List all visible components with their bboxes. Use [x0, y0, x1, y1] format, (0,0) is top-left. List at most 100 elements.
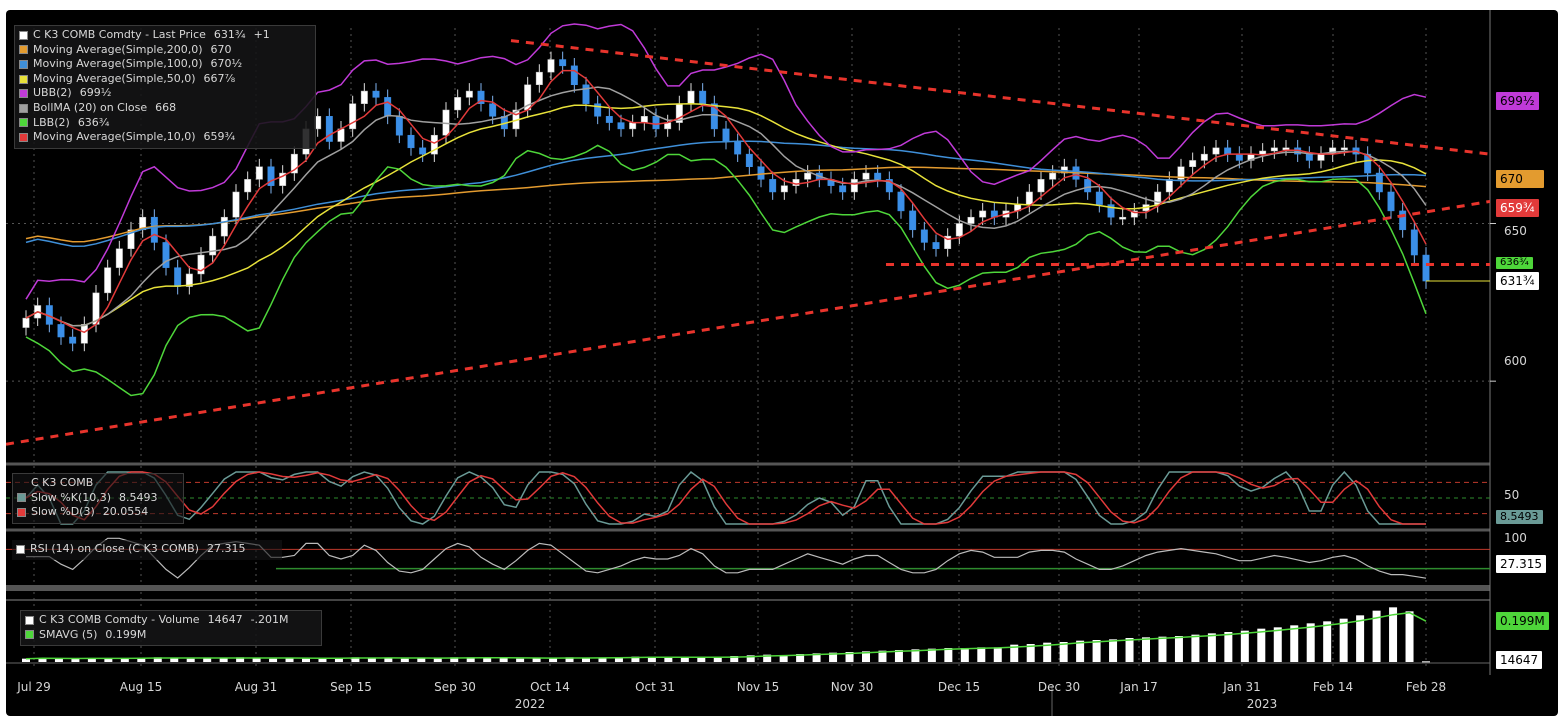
legend_main-row: C K3 COMB Comdty - Last Price 631¾ +1: [19, 28, 309, 43]
swatch: [25, 630, 34, 640]
volume-bar: [631, 656, 640, 662]
candle-body: [1340, 147, 1348, 151]
volume-bar: [1207, 633, 1216, 662]
candle-body: [757, 166, 765, 180]
legend_main-row: Moving Average(Simple,100,0) 670⅟₂: [19, 57, 309, 72]
candle-body: [349, 103, 357, 130]
candle-body: [745, 153, 753, 167]
volume-bar: [993, 647, 1002, 662]
candle-body: [1130, 210, 1138, 218]
candle-body: [255, 166, 263, 180]
candle-body: [932, 242, 940, 249]
candle-body: [1422, 254, 1430, 282]
candle-body: [127, 229, 135, 249]
candle-body: [267, 166, 275, 186]
date-label: Jan 17: [1120, 680, 1158, 694]
candle-body: [1095, 191, 1103, 205]
legend-label: LBB(2): [33, 115, 70, 129]
volume-bar: [153, 657, 162, 662]
price-axis-650: 650: [1504, 224, 1527, 238]
ma200-line: [25, 166, 1427, 243]
legend-value: 8.5493: [119, 490, 158, 504]
candle-body: [220, 216, 228, 237]
volume-bar: [713, 656, 722, 662]
candle-body: [780, 185, 788, 193]
candle-body: [1317, 153, 1325, 161]
date-label: Feb 14: [1312, 680, 1354, 694]
legend_main-row: Moving Average(Simple,10,0) 659¾: [19, 130, 309, 145]
volume-bar: [1224, 632, 1233, 662]
volume-bar: [351, 657, 360, 662]
volume-bar: [845, 652, 854, 662]
candle-body: [1084, 179, 1092, 193]
volume-bar: [1356, 615, 1365, 662]
volume-bar: [1010, 644, 1019, 662]
volume-bar: [1092, 640, 1101, 662]
volume-bar: [1026, 644, 1035, 662]
candle-body: [687, 90, 695, 104]
volume-bar: [680, 658, 689, 662]
date-label: Jan 31: [1223, 680, 1261, 694]
rsi-axis-100: 100: [1504, 531, 1527, 545]
volume-bar: [466, 657, 475, 662]
volume-bar: [614, 657, 623, 662]
candle-body: [710, 103, 718, 130]
tag-stoch: 8.5493: [1496, 510, 1543, 524]
volume-bar: [450, 657, 459, 662]
swatch: [19, 30, 28, 40]
legend_vol-row: SMAVG (5) 0.199M: [25, 628, 315, 643]
volume-bar: [549, 658, 558, 662]
candle-body: [104, 267, 112, 294]
candle-body: [209, 235, 217, 256]
candle-body: [559, 59, 567, 67]
candle-body: [640, 116, 648, 123]
tag-last: 631¾: [1496, 272, 1539, 290]
swatch: [19, 89, 28, 99]
candle-body: [279, 172, 287, 186]
volume-bar: [433, 658, 442, 662]
ma50-line: [25, 102, 1427, 327]
volume-bar: [22, 658, 30, 662]
swatch: [19, 103, 28, 113]
volume-bar: [483, 658, 492, 662]
volume-bar: [252, 658, 261, 662]
candle-body: [477, 90, 485, 104]
candle-body: [1259, 150, 1267, 155]
candle-body: [804, 172, 812, 180]
candle-body: [69, 336, 77, 344]
candle-body: [174, 267, 182, 287]
legend-change: -.201M: [250, 613, 289, 626]
legend-change: +1: [253, 28, 270, 41]
legend-value: 670⅟₂: [210, 57, 243, 71]
candle-body: [57, 324, 65, 338]
swatch: [19, 132, 28, 142]
volume-bar: [318, 658, 327, 662]
volume-bar: [911, 649, 920, 662]
legend-label: C K3 COMB: [31, 476, 94, 489]
volume-bar: [746, 655, 755, 662]
legend_rsi-row: RSI (14) on Close (C K3 COMB) 27.315: [16, 542, 276, 557]
volume-bar: [1290, 625, 1299, 662]
volume-bar: [269, 658, 278, 662]
candle-body: [1399, 210, 1407, 231]
candle-body: [80, 324, 88, 344]
candle-body: [594, 103, 602, 117]
date-label: Nov 15: [736, 680, 780, 694]
volume-bar: [862, 651, 870, 662]
legend-label: C K3 COMB Comdty - Last Price: [33, 28, 206, 41]
candle-body: [874, 172, 882, 180]
volume-bar: [582, 658, 590, 662]
volume-bar: [417, 658, 426, 662]
candle-body: [384, 97, 392, 117]
volume-bar: [400, 658, 409, 662]
volume-bar: [598, 658, 607, 662]
date-label: Aug 15: [119, 680, 163, 694]
volume-bar: [1389, 607, 1398, 662]
legend-value: 699⅟₂: [79, 86, 112, 100]
volume-bar: [71, 658, 80, 662]
candle-body: [150, 216, 158, 243]
volume-bar: [697, 657, 706, 662]
candle-body: [162, 242, 170, 268]
candle-body: [290, 153, 298, 174]
legend-label: Slow %K(10,3): [31, 490, 112, 504]
